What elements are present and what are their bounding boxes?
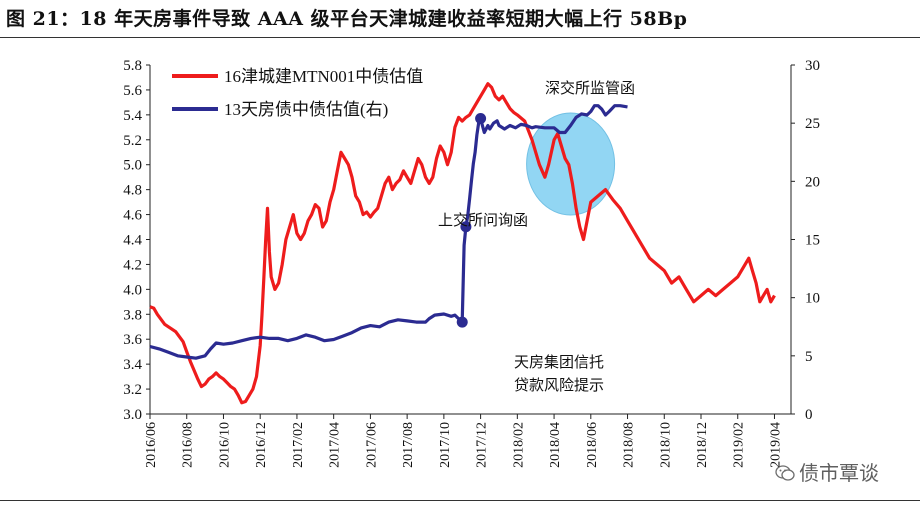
y-left-tick-label: 3.8: [123, 307, 142, 323]
event-marker: [456, 316, 468, 328]
y-right-tick-label: 20: [805, 174, 820, 190]
y-left-tick-label: 4.0: [123, 282, 142, 298]
annotation-trust-line2: 贷款风险提示: [514, 377, 604, 394]
event-highlight: [526, 112, 616, 216]
y-left-tick-label: 5.6: [123, 83, 142, 99]
y-left-tick-label: 4.2: [123, 257, 142, 273]
chart-markers: [456, 113, 487, 328]
bottom-divider: [0, 500, 920, 501]
x-tick-label: 2017/10: [438, 422, 453, 468]
watermark: 债市覃谈: [775, 457, 879, 486]
x-tick-label: 2016/12: [254, 422, 269, 468]
x-tick-label: 2018/08: [622, 422, 637, 468]
chart-axes: 3.0 3.2 3.4 3.6 3.8 4.0 4.2 4.4 4.6 4.8 5.0 5.2 5.4 5…: [123, 58, 820, 468]
x-tick-label: 2018/10: [658, 422, 673, 468]
y-left-tick-label: 5.8: [123, 58, 142, 74]
watermark-text: 债市覃谈: [799, 461, 879, 485]
chart-title: 图 21：18 年天房事件导致 AAA 级平台天津城建收益率短期大幅上行 58B…: [6, 8, 688, 30]
y-left-tick-label: 4.4: [123, 233, 142, 249]
x-tick-label: 2018/02: [511, 422, 526, 468]
x-tick-label: 2018/12: [695, 422, 710, 468]
y-left-tick-label: 5.4: [123, 108, 142, 124]
y-right-tick-label: 25: [805, 116, 820, 132]
legend-label-blue: 13天房债中债估值(右): [224, 100, 388, 119]
y-right-tick-label: 10: [805, 291, 820, 307]
y-left-tick-label: 4.6: [123, 208, 142, 224]
x-tick-label: 2018/04: [548, 422, 563, 468]
x-tick-label: 2017/02: [291, 422, 306, 468]
series-line-16-jincheng-mtn001: [149, 82, 776, 405]
x-tick-label: 2019/04: [768, 422, 783, 468]
y-left-tick-label: 5.2: [123, 133, 142, 149]
annotation-trust-line1: 天房集团信托: [514, 354, 604, 371]
y-left-tick-label: 3.2: [123, 382, 142, 398]
y-left-tick-label: 5.0: [123, 158, 142, 174]
x-tick-label: 2017/04: [328, 422, 343, 468]
y-right-tick-label: 0: [805, 407, 813, 423]
x-tick-label: 2018/06: [585, 422, 600, 468]
annotation-szse-letter: 深交所监管函: [545, 79, 635, 97]
chart-lines: [149, 82, 776, 405]
x-tick-label: 2017/06: [364, 422, 379, 468]
y-right-tick-label: 15: [805, 233, 820, 249]
legend-label-red: 16津城建MTN001中债估值: [224, 67, 423, 86]
y-left-tick-label: 3.0: [123, 407, 142, 423]
y-left-tick-label: 3.4: [123, 357, 142, 373]
title-divider: [0, 37, 920, 38]
y-right-tick-label: 30: [805, 58, 820, 74]
wechat-icon: [775, 465, 795, 481]
annotation-sse-inquiry: 上交所问询函: [438, 211, 528, 229]
event-marker: [460, 221, 472, 233]
x-tick-label: 2016/10: [217, 422, 232, 468]
x-tick-label: 2016/08: [181, 422, 196, 468]
y-right-tick-label: 5: [805, 349, 813, 365]
x-tick-label: 2019/02: [732, 422, 747, 468]
y-left-tick-label: 4.8: [123, 183, 142, 199]
chart-legend: 16津城建MTN001中债估值 13天房债中债估值(右): [172, 67, 423, 119]
event-marker: [475, 113, 487, 125]
x-tick-label: 2016/06: [144, 422, 159, 468]
y-left-tick-label: 3.6: [123, 332, 142, 348]
x-tick-label: 2017/08: [401, 422, 416, 468]
x-tick-label: 2017/12: [475, 422, 490, 468]
